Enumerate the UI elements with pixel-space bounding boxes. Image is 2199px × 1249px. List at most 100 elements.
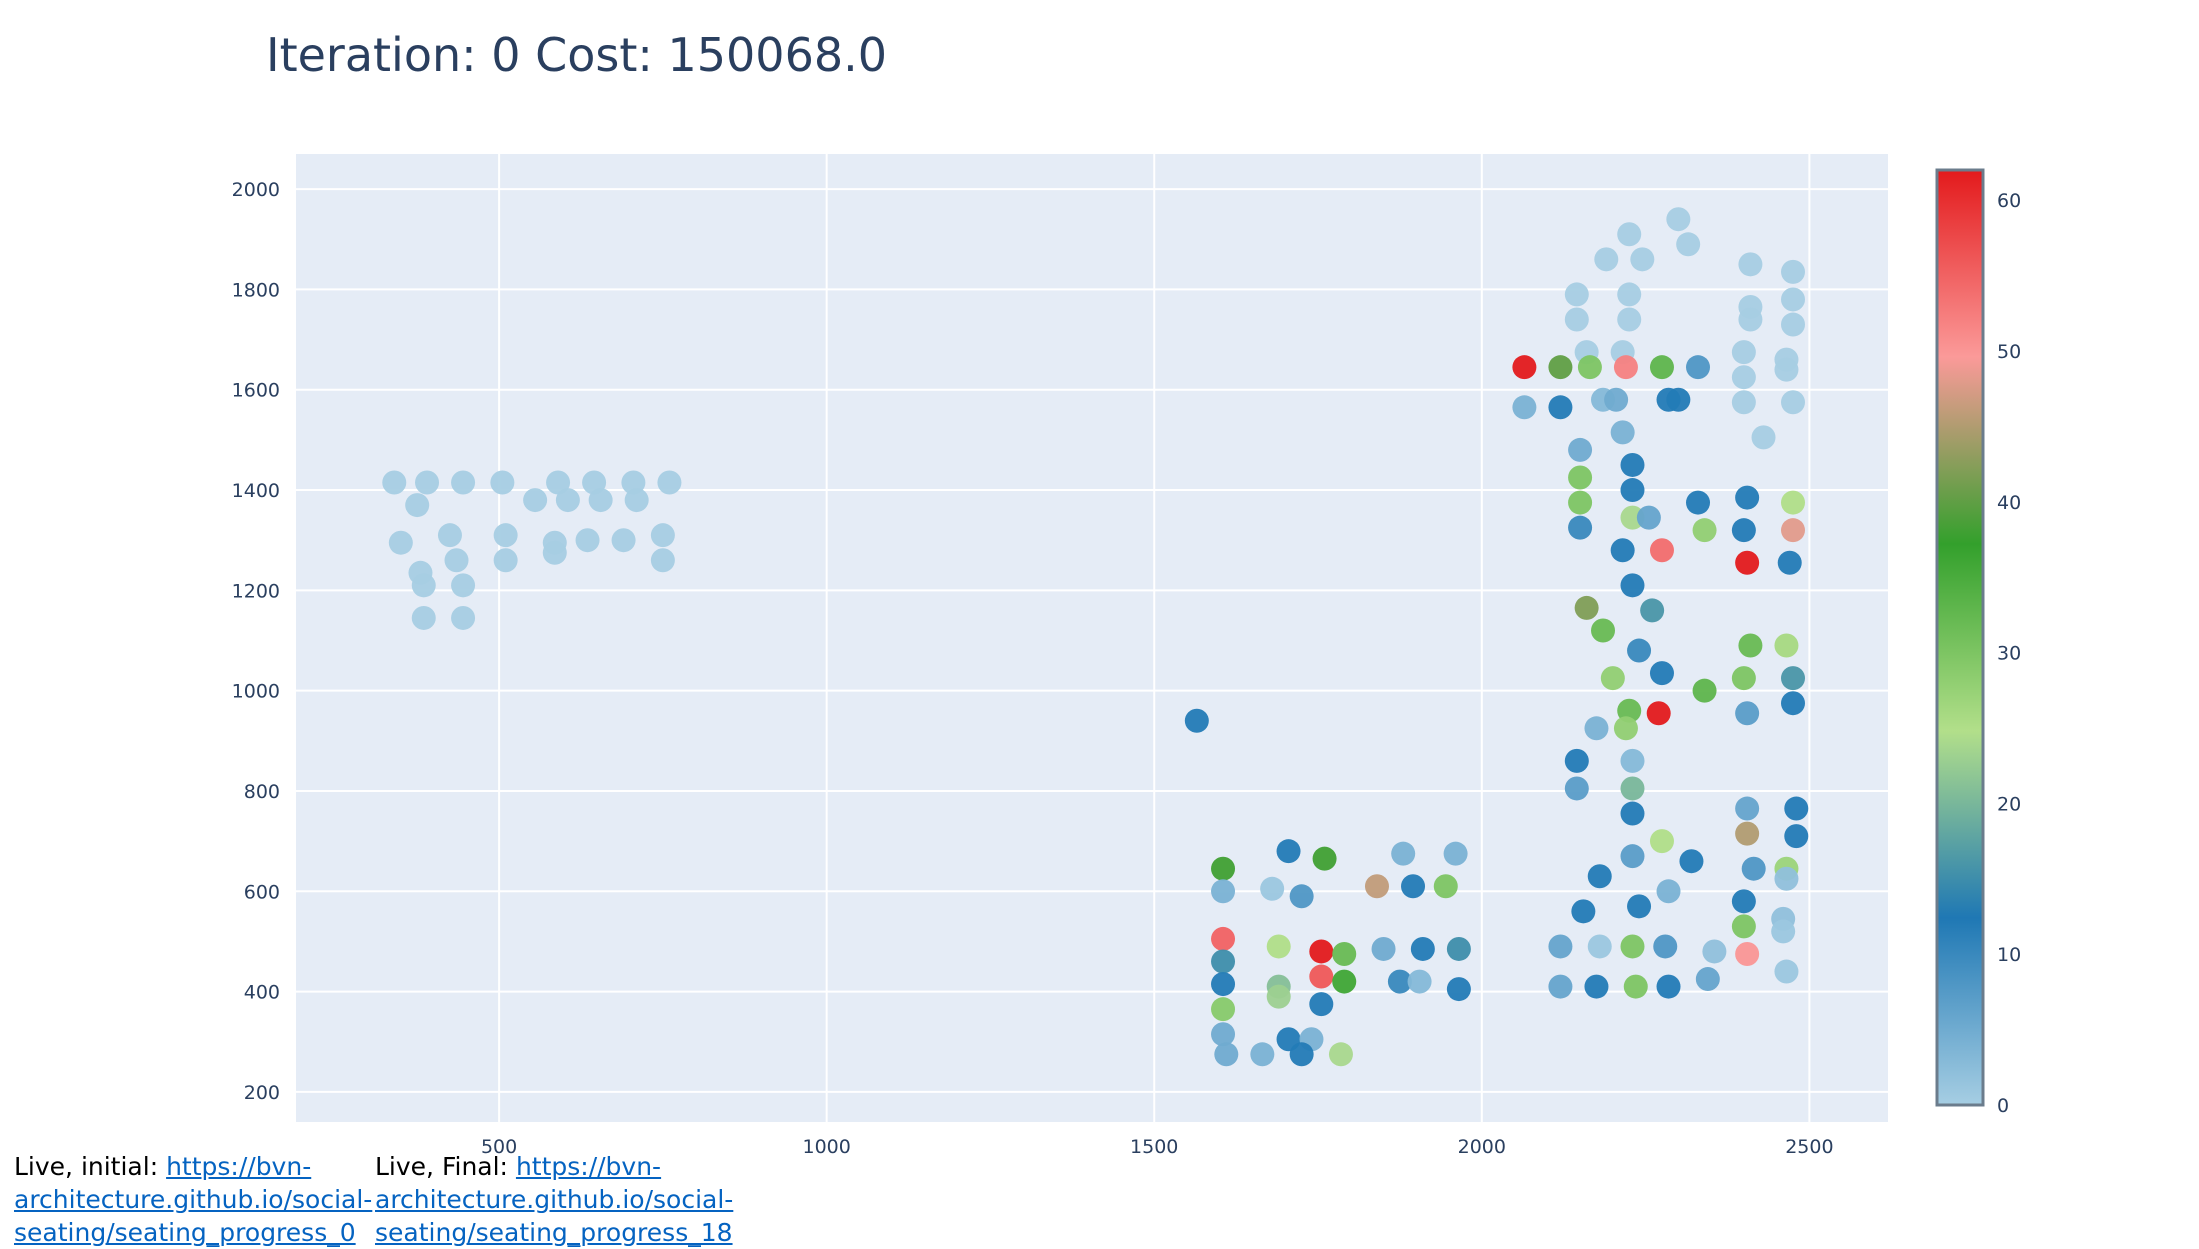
data-point[interactable]	[1735, 941, 1760, 966]
data-point[interactable]	[1574, 595, 1599, 620]
data-point[interactable]	[1568, 465, 1593, 490]
data-point[interactable]	[1735, 796, 1760, 821]
data-point[interactable]	[588, 488, 613, 513]
data-point[interactable]	[1364, 874, 1389, 899]
data-point[interactable]	[1211, 1022, 1236, 1047]
data-point[interactable]	[1751, 425, 1776, 450]
data-point[interactable]	[444, 548, 469, 573]
data-point[interactable]	[1391, 841, 1416, 866]
data-point[interactable]	[1577, 355, 1602, 380]
data-point[interactable]	[1584, 716, 1609, 741]
data-point[interactable]	[1686, 490, 1711, 515]
data-point[interactable]	[1781, 691, 1806, 716]
data-point[interactable]	[1613, 355, 1638, 380]
data-point[interactable]	[1594, 247, 1619, 272]
data-point[interactable]	[1731, 914, 1756, 939]
data-point[interactable]	[1676, 232, 1701, 257]
data-point[interactable]	[1731, 666, 1756, 691]
data-point[interactable]	[1781, 259, 1806, 284]
data-point[interactable]	[1610, 538, 1635, 563]
data-point[interactable]	[1741, 856, 1766, 881]
data-point[interactable]	[1781, 666, 1806, 691]
data-point[interactable]	[1777, 550, 1802, 575]
data-point[interactable]	[1312, 846, 1337, 871]
data-points[interactable]	[382, 207, 1809, 1067]
data-point[interactable]	[1738, 633, 1763, 658]
data-point[interactable]	[1692, 678, 1717, 703]
data-point[interactable]	[1211, 856, 1236, 881]
data-point[interactable]	[1630, 247, 1655, 272]
data-point[interactable]	[1600, 666, 1625, 691]
data-point[interactable]	[1781, 312, 1806, 337]
data-point[interactable]	[1289, 1042, 1314, 1067]
data-point[interactable]	[1548, 934, 1573, 959]
data-point[interactable]	[1731, 390, 1756, 415]
data-point[interactable]	[1548, 395, 1573, 420]
data-point[interactable]	[1587, 864, 1612, 889]
data-point[interactable]	[1731, 889, 1756, 914]
data-point[interactable]	[1649, 355, 1674, 380]
data-point[interactable]	[1781, 518, 1806, 543]
final-link[interactable]: https://bvn-architecture.github.io/socia…	[375, 1152, 734, 1247]
data-point[interactable]	[1328, 1042, 1353, 1067]
data-point[interactable]	[388, 530, 413, 555]
data-point[interactable]	[1184, 708, 1209, 733]
data-point[interactable]	[1568, 490, 1593, 515]
data-point[interactable]	[411, 573, 436, 598]
data-point[interactable]	[1735, 485, 1760, 510]
data-point[interactable]	[1771, 919, 1796, 944]
data-point[interactable]	[1646, 701, 1671, 726]
data-point[interactable]	[1587, 934, 1612, 959]
data-point[interactable]	[1620, 748, 1645, 773]
data-point[interactable]	[1666, 387, 1691, 412]
data-point[interactable]	[1636, 505, 1661, 530]
data-point[interactable]	[1781, 390, 1806, 415]
data-point[interactable]	[1591, 618, 1616, 643]
data-point[interactable]	[1656, 879, 1681, 904]
data-point[interactable]	[1250, 1042, 1275, 1067]
data-point[interactable]	[1568, 437, 1593, 462]
data-point[interactable]	[1584, 974, 1609, 999]
data-point[interactable]	[1309, 964, 1334, 989]
data-point[interactable]	[1686, 355, 1711, 380]
data-point[interactable]	[1512, 395, 1537, 420]
data-point[interactable]	[411, 605, 436, 630]
data-point[interactable]	[650, 523, 675, 548]
data-point[interactable]	[575, 528, 600, 553]
data-point[interactable]	[1564, 776, 1589, 801]
data-point[interactable]	[1774, 633, 1799, 658]
data-point[interactable]	[1211, 972, 1236, 997]
data-point[interactable]	[1679, 849, 1704, 874]
data-point[interactable]	[1649, 661, 1674, 686]
data-point[interactable]	[382, 470, 407, 495]
data-point[interactable]	[451, 605, 476, 630]
data-point[interactable]	[405, 493, 430, 518]
data-point[interactable]	[1401, 874, 1426, 899]
data-point[interactable]	[1410, 936, 1435, 961]
data-point[interactable]	[1640, 598, 1665, 623]
data-point[interactable]	[657, 470, 682, 495]
data-point[interactable]	[1332, 969, 1357, 994]
data-point[interactable]	[1211, 879, 1236, 904]
data-point[interactable]	[1266, 984, 1291, 1009]
data-point[interactable]	[1738, 252, 1763, 277]
data-point[interactable]	[1289, 884, 1314, 909]
data-point[interactable]	[1211, 926, 1236, 951]
data-point[interactable]	[1735, 701, 1760, 726]
data-point[interactable]	[1781, 490, 1806, 515]
data-point[interactable]	[1731, 340, 1756, 365]
data-point[interactable]	[1387, 969, 1412, 994]
data-point[interactable]	[1620, 801, 1645, 826]
data-point[interactable]	[1276, 839, 1301, 864]
data-point[interactable]	[1564, 282, 1589, 307]
data-point[interactable]	[1649, 829, 1674, 854]
data-point[interactable]	[624, 488, 649, 513]
data-point[interactable]	[1443, 841, 1468, 866]
data-point[interactable]	[1564, 307, 1589, 332]
data-point[interactable]	[1568, 515, 1593, 540]
data-point[interactable]	[1548, 355, 1573, 380]
data-point[interactable]	[1620, 844, 1645, 869]
data-point[interactable]	[1446, 936, 1471, 961]
data-point[interactable]	[546, 470, 571, 495]
